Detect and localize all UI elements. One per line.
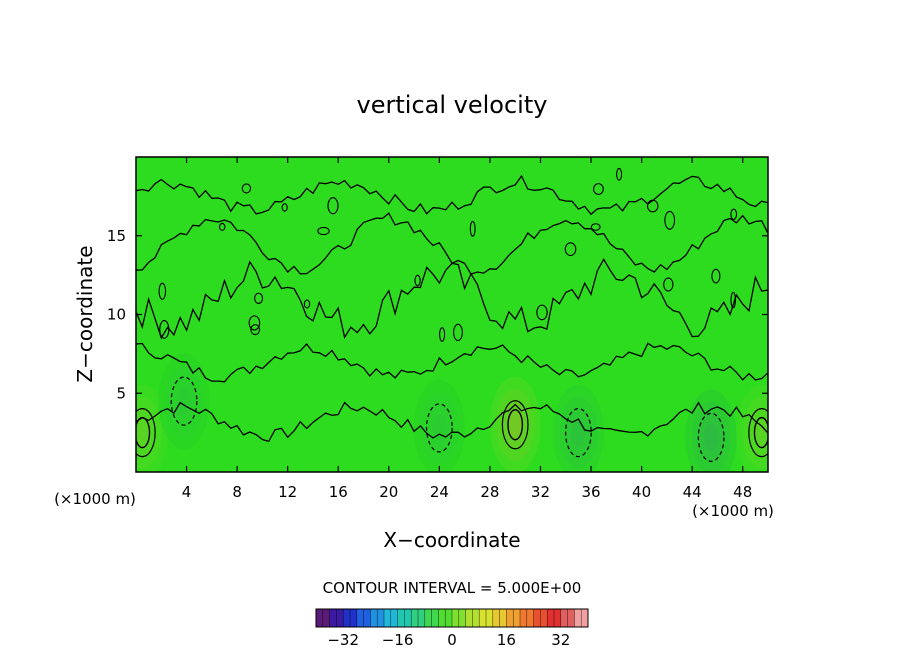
field-feature-downdraft-5 [158,353,210,450]
chart-title: vertical velocity [357,91,548,119]
small-contour-6 [414,274,421,287]
small-contour-23 [646,199,659,213]
feature-contour-5 [170,376,198,426]
small-contour-1 [730,208,738,220]
small-contour-18 [664,210,676,230]
x-tick-label-32: 32 [531,483,550,501]
small-contour-3 [327,197,339,215]
x-tick-label-8: 8 [232,483,242,501]
small-contour-24 [469,220,476,237]
colorbar: −32 −16 0 16 32 [315,608,589,649]
x-tick-label-4: 4 [182,483,192,501]
contour-interval-label: CONTOUR INTERVAL = 5.000E+00 [323,579,582,597]
field-feature-updraft-0 [489,376,541,472]
colorbar-frame [315,608,589,628]
small-contour-16 [663,277,674,292]
x-axis-label: X−coordinate [383,528,520,552]
small-contour-9 [218,222,226,231]
feature-contour-2 [136,408,156,458]
x-tick-label-12: 12 [278,483,297,501]
x-tick-label-24: 24 [430,483,449,501]
x-tick-label-36: 36 [581,483,600,501]
contour-lines [136,167,768,443]
small-contour-25 [248,315,261,331]
colorbar-tick-label-1: −16 [382,631,414,649]
small-contour-13 [241,183,252,194]
small-contour-14 [439,327,446,342]
colorbar-tick-label-0: −32 [327,631,359,649]
zero-contour-line-0 [136,401,768,443]
colorbar-tick-label-2: 0 [447,631,457,649]
small-contour-4 [590,223,601,231]
colorbar-tick-label-4: 32 [551,631,570,649]
field-feature-downdraft-6 [413,379,465,472]
small-contour-8 [254,292,264,304]
feature-contour-1 [748,408,768,458]
x-tick-label-48: 48 [733,483,752,501]
x-tick-label-16: 16 [329,483,348,501]
small-contour-10 [250,324,261,336]
field-feature-downdraft-4 [552,384,604,472]
small-contour-21 [317,226,330,236]
zero-contour-line-4 [136,174,768,216]
small-contour-0 [158,282,167,300]
small-contour-11 [453,323,463,341]
y-axis-label: Z−coordinate [73,245,97,382]
small-contour-15 [536,304,548,321]
x-unit-label-left: (×1000 m) [54,490,136,508]
small-contour-19 [159,319,170,339]
small-contour-2 [564,242,577,257]
y-tick-label-15: 15 [107,227,126,245]
feature-contour-0 [501,400,529,450]
small-contour-12 [711,268,721,284]
field-feature-updraft-1 [736,384,768,472]
y-axis-ticks: 5 10 15 [107,227,768,402]
x-unit-label-right: (×1000 m) [692,502,774,520]
zero-contour-line-1 [136,342,768,383]
field-feature-downdraft-3 [685,389,737,472]
x-axis-ticks: 4 8 12 16 20 24 28 32 36 40 44 48 [182,157,752,501]
x-tick-label-20: 20 [379,483,398,501]
zero-contour-line-3 [136,212,768,275]
feature-contour-4 [565,408,592,458]
velocity-field [136,157,768,472]
small-contour-20 [730,291,736,309]
small-contour-17 [592,183,604,195]
x-tick-label-40: 40 [632,483,651,501]
feature-contour-6 [425,403,453,453]
y-tick-label-10: 10 [107,306,126,324]
x-tick-label-44: 44 [683,483,702,501]
y-tick-label-5: 5 [116,384,126,402]
small-contour-7 [303,299,311,309]
x-tick-label-28: 28 [480,483,499,501]
feature-contour-3 [697,412,725,462]
colorbar-tick-label-3: 16 [497,631,516,649]
small-contour-22 [281,203,288,212]
small-contour-5 [616,167,623,181]
